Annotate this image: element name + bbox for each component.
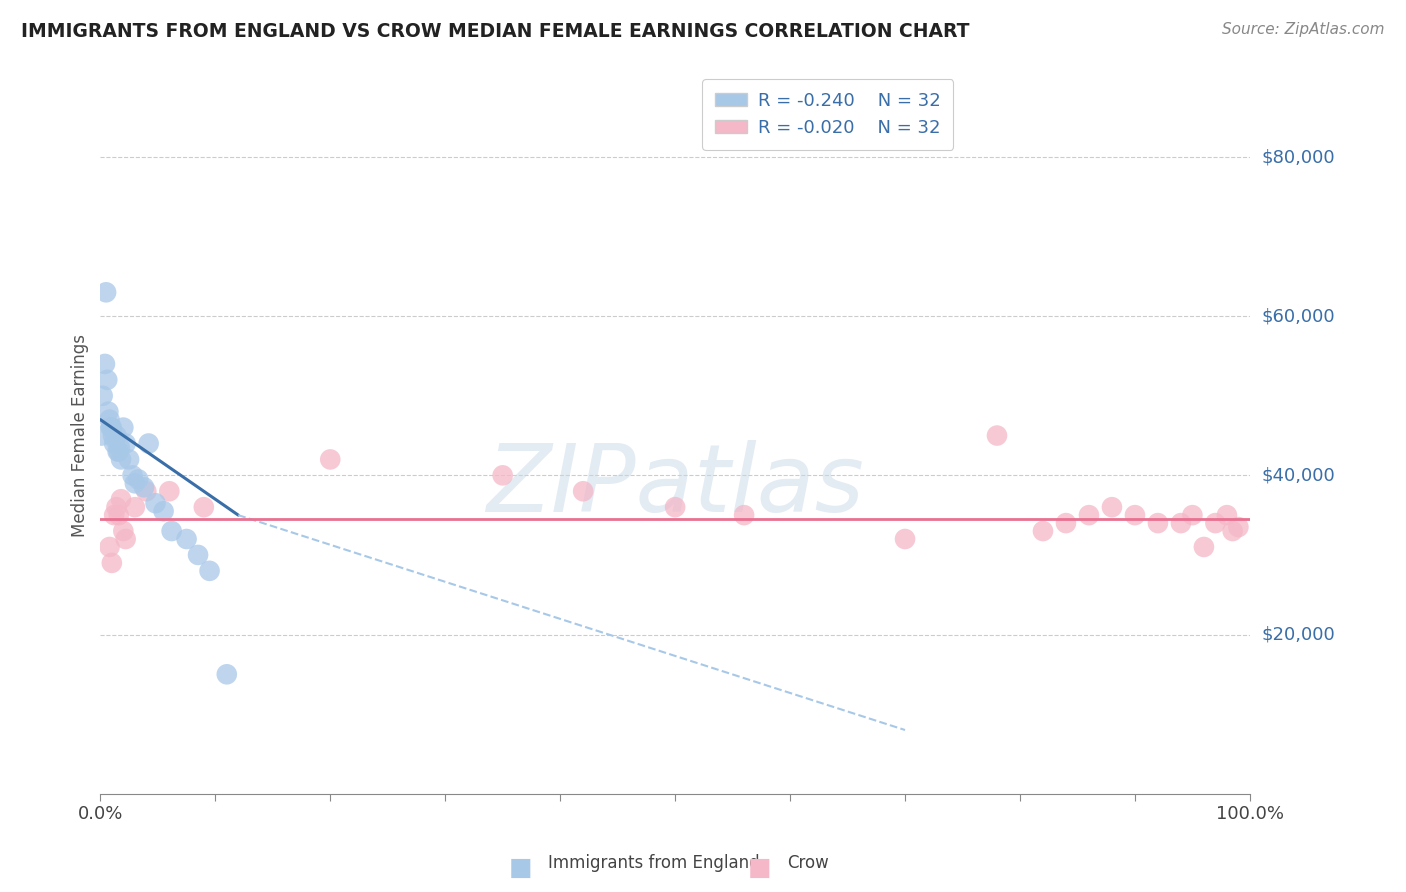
Point [105,500,128,515]
Point [114,532,136,546]
Point [101,556,124,570]
Point [215,667,238,681]
Point [112,420,135,434]
Y-axis label: Median Female Earnings: Median Female Earnings [72,334,89,537]
Point [1204,516,1226,530]
Point [101,428,124,442]
Point [101,420,124,434]
Point [572,484,595,499]
Text: $60,000: $60,000 [1261,307,1334,326]
Point [105,428,128,442]
Point [1222,524,1244,538]
Point [96,373,118,387]
Point [319,452,342,467]
Point [132,480,155,494]
Text: Immigrants from England: Immigrants from England [548,855,761,872]
Point [98,412,121,426]
Point [112,524,135,538]
Text: ■: ■ [748,856,770,880]
Point [145,496,167,510]
Point [152,504,174,518]
Point [94,285,117,300]
Point [1123,508,1146,523]
Point [1032,524,1054,538]
Point [138,436,160,450]
Point [97,405,120,419]
Point [124,476,146,491]
Point [110,452,132,467]
Text: ZIPatlas: ZIPatlas [486,440,865,532]
Point [114,436,136,450]
Point [90,428,112,442]
Point [894,532,917,546]
Point [1147,516,1170,530]
Point [91,389,114,403]
Point [187,548,209,562]
Point [118,452,141,467]
Point [1170,516,1192,530]
Point [124,500,146,515]
Point [160,524,183,538]
Text: Source: ZipAtlas.com: Source: ZipAtlas.com [1222,22,1385,37]
Point [733,508,755,523]
Point [108,441,131,455]
Point [110,492,132,507]
Point [1192,540,1215,554]
Point [986,428,1008,442]
Point [1054,516,1077,530]
Text: IMMIGRANTS FROM ENGLAND VS CROW MEDIAN FEMALE EARNINGS CORRELATION CHART: IMMIGRANTS FROM ENGLAND VS CROW MEDIAN F… [21,22,970,41]
Point [664,500,686,515]
Point [1216,508,1239,523]
Point [176,532,198,546]
Point [157,484,180,499]
Text: Crow: Crow [787,855,830,872]
Point [103,436,125,450]
Point [193,500,215,515]
Point [104,433,127,447]
Point [127,472,149,486]
Point [103,508,125,523]
Point [135,484,157,499]
Point [121,468,143,483]
Point [1181,508,1204,523]
Point [1078,508,1101,523]
Legend: R = -0.240    N = 32, R = -0.020    N = 32: R = -0.240 N = 32, R = -0.020 N = 32 [702,79,953,150]
Point [94,357,117,371]
Text: $20,000: $20,000 [1261,625,1334,643]
Point [107,508,129,523]
Point [198,564,221,578]
Point [107,444,129,458]
Text: $40,000: $40,000 [1261,467,1334,484]
Point [1101,500,1123,515]
Text: ■: ■ [509,856,531,880]
Point [1227,520,1250,534]
Point [107,444,129,458]
Text: $80,000: $80,000 [1261,148,1334,166]
Point [98,540,121,554]
Point [100,420,122,434]
Point [492,468,515,483]
